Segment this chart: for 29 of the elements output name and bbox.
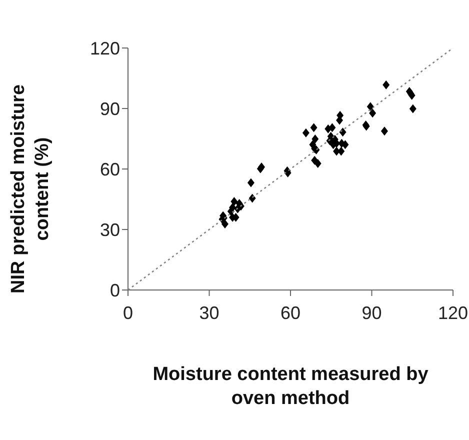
point xyxy=(312,134,319,144)
point xyxy=(234,204,242,214)
point xyxy=(339,128,346,137)
x-tick-label: 0 xyxy=(122,302,134,323)
y-axis-title: NIR predicted moisture content (%) xyxy=(8,84,53,294)
point xyxy=(328,123,336,132)
y-tick-label: 60 xyxy=(100,159,120,180)
y-tick-label: 0 xyxy=(110,280,120,300)
point xyxy=(221,220,228,229)
y-tick-label: 120 xyxy=(90,38,120,58)
point xyxy=(310,123,318,132)
point xyxy=(230,196,238,206)
x-tick-label: 60 xyxy=(280,302,301,323)
x-tick-label: 30 xyxy=(199,302,220,323)
y-tick-label: 30 xyxy=(100,220,120,240)
point xyxy=(302,128,310,138)
point xyxy=(382,80,390,90)
x-tick-label: 120 xyxy=(438,302,468,323)
point xyxy=(314,159,322,168)
point xyxy=(338,146,345,156)
point xyxy=(380,126,388,136)
point xyxy=(247,178,254,188)
x-tick-label: 90 xyxy=(362,302,382,323)
y-tick-label: 90 xyxy=(100,98,120,119)
point xyxy=(366,102,374,112)
point xyxy=(248,194,256,203)
point xyxy=(369,108,376,118)
x-axis-title: Moisture content measured by oven method xyxy=(152,364,429,409)
point xyxy=(409,104,416,114)
